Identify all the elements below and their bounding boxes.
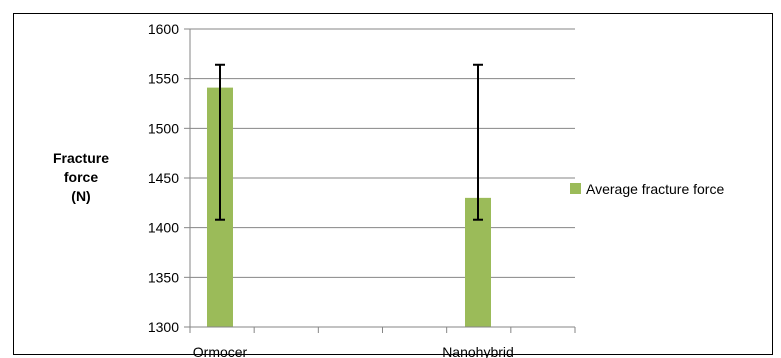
y-tick-label: 1300 [148,319,179,335]
chart-frame [13,13,773,355]
y-axis-label: Fracture force (N) [53,150,109,204]
y-tick-label: 1450 [148,170,179,186]
y-tick-label: 1550 [148,71,179,87]
y-axis-label-line: force [64,169,98,185]
x-tick-label: Nanohybrid [442,344,514,358]
legend-label: Average fracture force [586,181,724,197]
y-tick-label: 1600 [148,21,179,37]
y-tick-label: 1500 [148,120,179,136]
x-tick-label: Ormocer [193,344,248,358]
y-tick-label: 1350 [148,269,179,285]
y-axis-label-line: Fracture [53,150,109,166]
y-axis-label-line: (N) [71,188,90,204]
y-tick-label: 1400 [148,220,179,236]
legend-swatch [570,183,581,194]
